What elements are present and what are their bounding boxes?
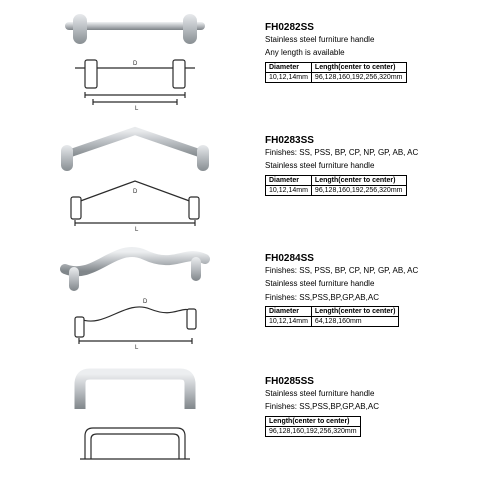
- product-image: D L: [15, 123, 255, 233]
- product-row: D L FH0284SS Finishes: SS, PSS, BP, CP, …: [15, 241, 485, 356]
- product-row: D L FH0283SS Finishes: SS, PSS, BP, CP, …: [15, 123, 485, 233]
- td: 96,128,160,192,256,320mm: [311, 72, 406, 82]
- product-row: FH0285SS Stainless steel furniture handl…: [15, 364, 485, 474]
- product-image: D L: [15, 10, 255, 115]
- td: 10,12,14mm: [266, 317, 312, 327]
- svg-text:D: D: [143, 299, 148, 305]
- product-code: FH0285SS: [265, 376, 485, 387]
- product-desc: Finishes: SS,PSS,BP,GP,AB,AC: [265, 402, 485, 412]
- td: 64,128,160mm: [311, 317, 399, 327]
- product-desc: Finishes: SS,PSS,BP,GP,AB,AC: [265, 293, 485, 303]
- product-desc: Stainless steel furniture handle: [265, 35, 485, 45]
- product-info: FH0285SS Stainless steel furniture handl…: [255, 364, 485, 437]
- td: 96,128,160,192,256,320mm: [266, 426, 361, 436]
- product-row: D L FH0282SS Stainless steel furniture h…: [15, 10, 485, 115]
- product-code: FH0283SS: [265, 135, 485, 146]
- product-info: FH0283SS Finishes: SS, PSS, BP, CP, NP, …: [255, 123, 485, 196]
- svg-text:D: D: [133, 189, 138, 195]
- td: 10,12,14mm: [266, 72, 312, 82]
- td: 96,128,160,192,256,320mm: [311, 185, 406, 195]
- product-desc: Finishes: SS, PSS, BP, CP, NP, GP, AB, A…: [265, 148, 485, 158]
- product-desc: Finishes: SS, PSS, BP, CP, NP, GP, AB, A…: [265, 266, 485, 276]
- th: Length(center to center): [311, 175, 406, 185]
- product-image: [15, 364, 255, 474]
- product-image: D L: [15, 241, 255, 356]
- svg-text:L: L: [135, 227, 139, 233]
- product-desc: Stainless steel furniture handle: [265, 161, 485, 171]
- svg-text:L: L: [135, 106, 139, 112]
- spec-table: Length(center to center) 96,128,160,192,…: [265, 416, 361, 437]
- product-info: FH0284SS Finishes: SS, PSS, BP, CP, NP, …: [255, 241, 485, 327]
- th: Diameter: [266, 175, 312, 185]
- th: Length(center to center): [311, 307, 399, 317]
- th: Diameter: [266, 62, 312, 72]
- svg-text:D: D: [133, 61, 138, 67]
- product-info: FH0282SS Stainless steel furniture handl…: [255, 10, 485, 83]
- spec-table: DiameterLength(center to center) 10,12,1…: [265, 306, 399, 327]
- th: Diameter: [266, 307, 312, 317]
- th: Length(center to center): [266, 416, 361, 426]
- spec-table: DiameterLength(center to center) 10,12,1…: [265, 175, 407, 196]
- td: 10,12,14mm: [266, 185, 312, 195]
- product-desc: Any length is available: [265, 48, 485, 58]
- product-code: FH0282SS: [265, 22, 485, 33]
- th: Length(center to center): [311, 62, 406, 72]
- product-code: FH0284SS: [265, 253, 485, 264]
- product-desc: Stainless steel furniture handle: [265, 389, 485, 399]
- spec-table: DiameterLength(center to center) 10,12,1…: [265, 62, 407, 83]
- product-desc: Stainless steel furniture handle: [265, 279, 485, 289]
- svg-text:L: L: [135, 345, 139, 351]
